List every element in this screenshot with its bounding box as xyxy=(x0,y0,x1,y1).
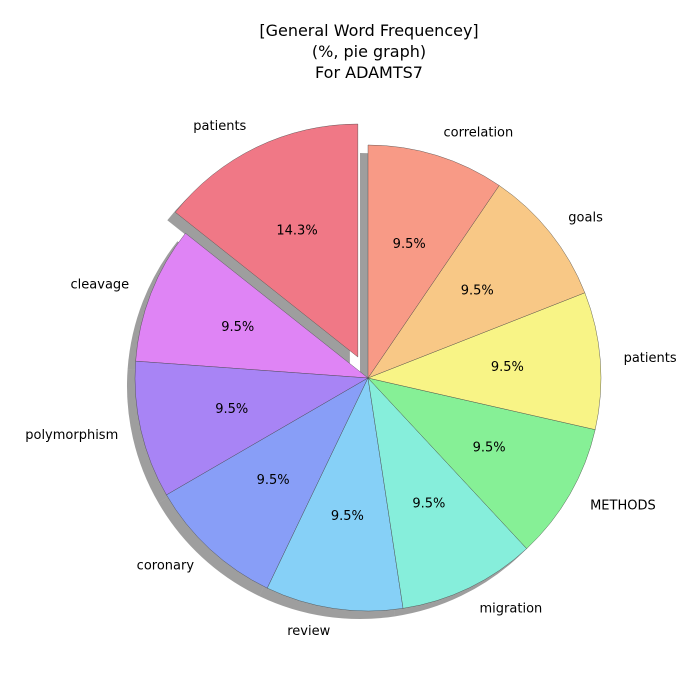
pie-slice-5 xyxy=(367,377,527,609)
slice-percent-label-0: 14.3% xyxy=(276,224,317,239)
slice-label-6: METHODS xyxy=(590,498,656,513)
pie-slice-6 xyxy=(367,377,596,549)
slice-label-7: patients xyxy=(624,351,677,366)
slice-label-1: cleavage xyxy=(71,277,130,292)
chart-title-line-2: (%, pie graph) xyxy=(312,42,426,61)
slice-label-9: correlation xyxy=(444,126,514,141)
slice-percent-label-4: 9.5% xyxy=(331,509,364,524)
slice-label-2: polymorphism xyxy=(25,428,118,443)
pie-slice-2 xyxy=(134,360,369,496)
slice-percent-label-9: 9.5% xyxy=(393,237,426,252)
slice-percent-label-1: 9.5% xyxy=(221,320,254,335)
pie-slice-9 xyxy=(367,144,500,379)
slice-label-0: patients xyxy=(193,119,246,134)
pie-slice-1 xyxy=(135,233,369,379)
slice-label-8: goals xyxy=(568,211,603,226)
slice-label-3: coronary xyxy=(137,559,195,574)
slice-percent-label-7: 9.5% xyxy=(491,360,524,375)
pie-label-layer: patients 14.3% cleavage 9.5% polymorphism 9.5… xyxy=(25,119,677,639)
slice-percent-label-6: 9.5% xyxy=(473,440,506,455)
pie-slice-layer xyxy=(134,123,602,612)
slice-label-5: migration xyxy=(480,601,543,616)
pie-slice-4 xyxy=(267,377,404,612)
pie-slice-0 xyxy=(175,123,359,358)
slice-percent-label-5: 9.5% xyxy=(412,496,445,511)
chart-title-line-3: For ADAMTS7 xyxy=(315,63,423,82)
slice-percent-label-8: 9.5% xyxy=(461,283,494,298)
pie-slice-8 xyxy=(367,185,586,379)
slice-percent-label-3: 9.5% xyxy=(257,473,290,488)
pie-slice-7 xyxy=(367,292,602,430)
slice-percent-label-2: 9.5% xyxy=(215,402,248,417)
pie-slice-3 xyxy=(166,377,369,589)
chart-title-line-1: [General Word Frequencey] xyxy=(259,21,478,40)
slice-label-4: review xyxy=(287,624,330,639)
